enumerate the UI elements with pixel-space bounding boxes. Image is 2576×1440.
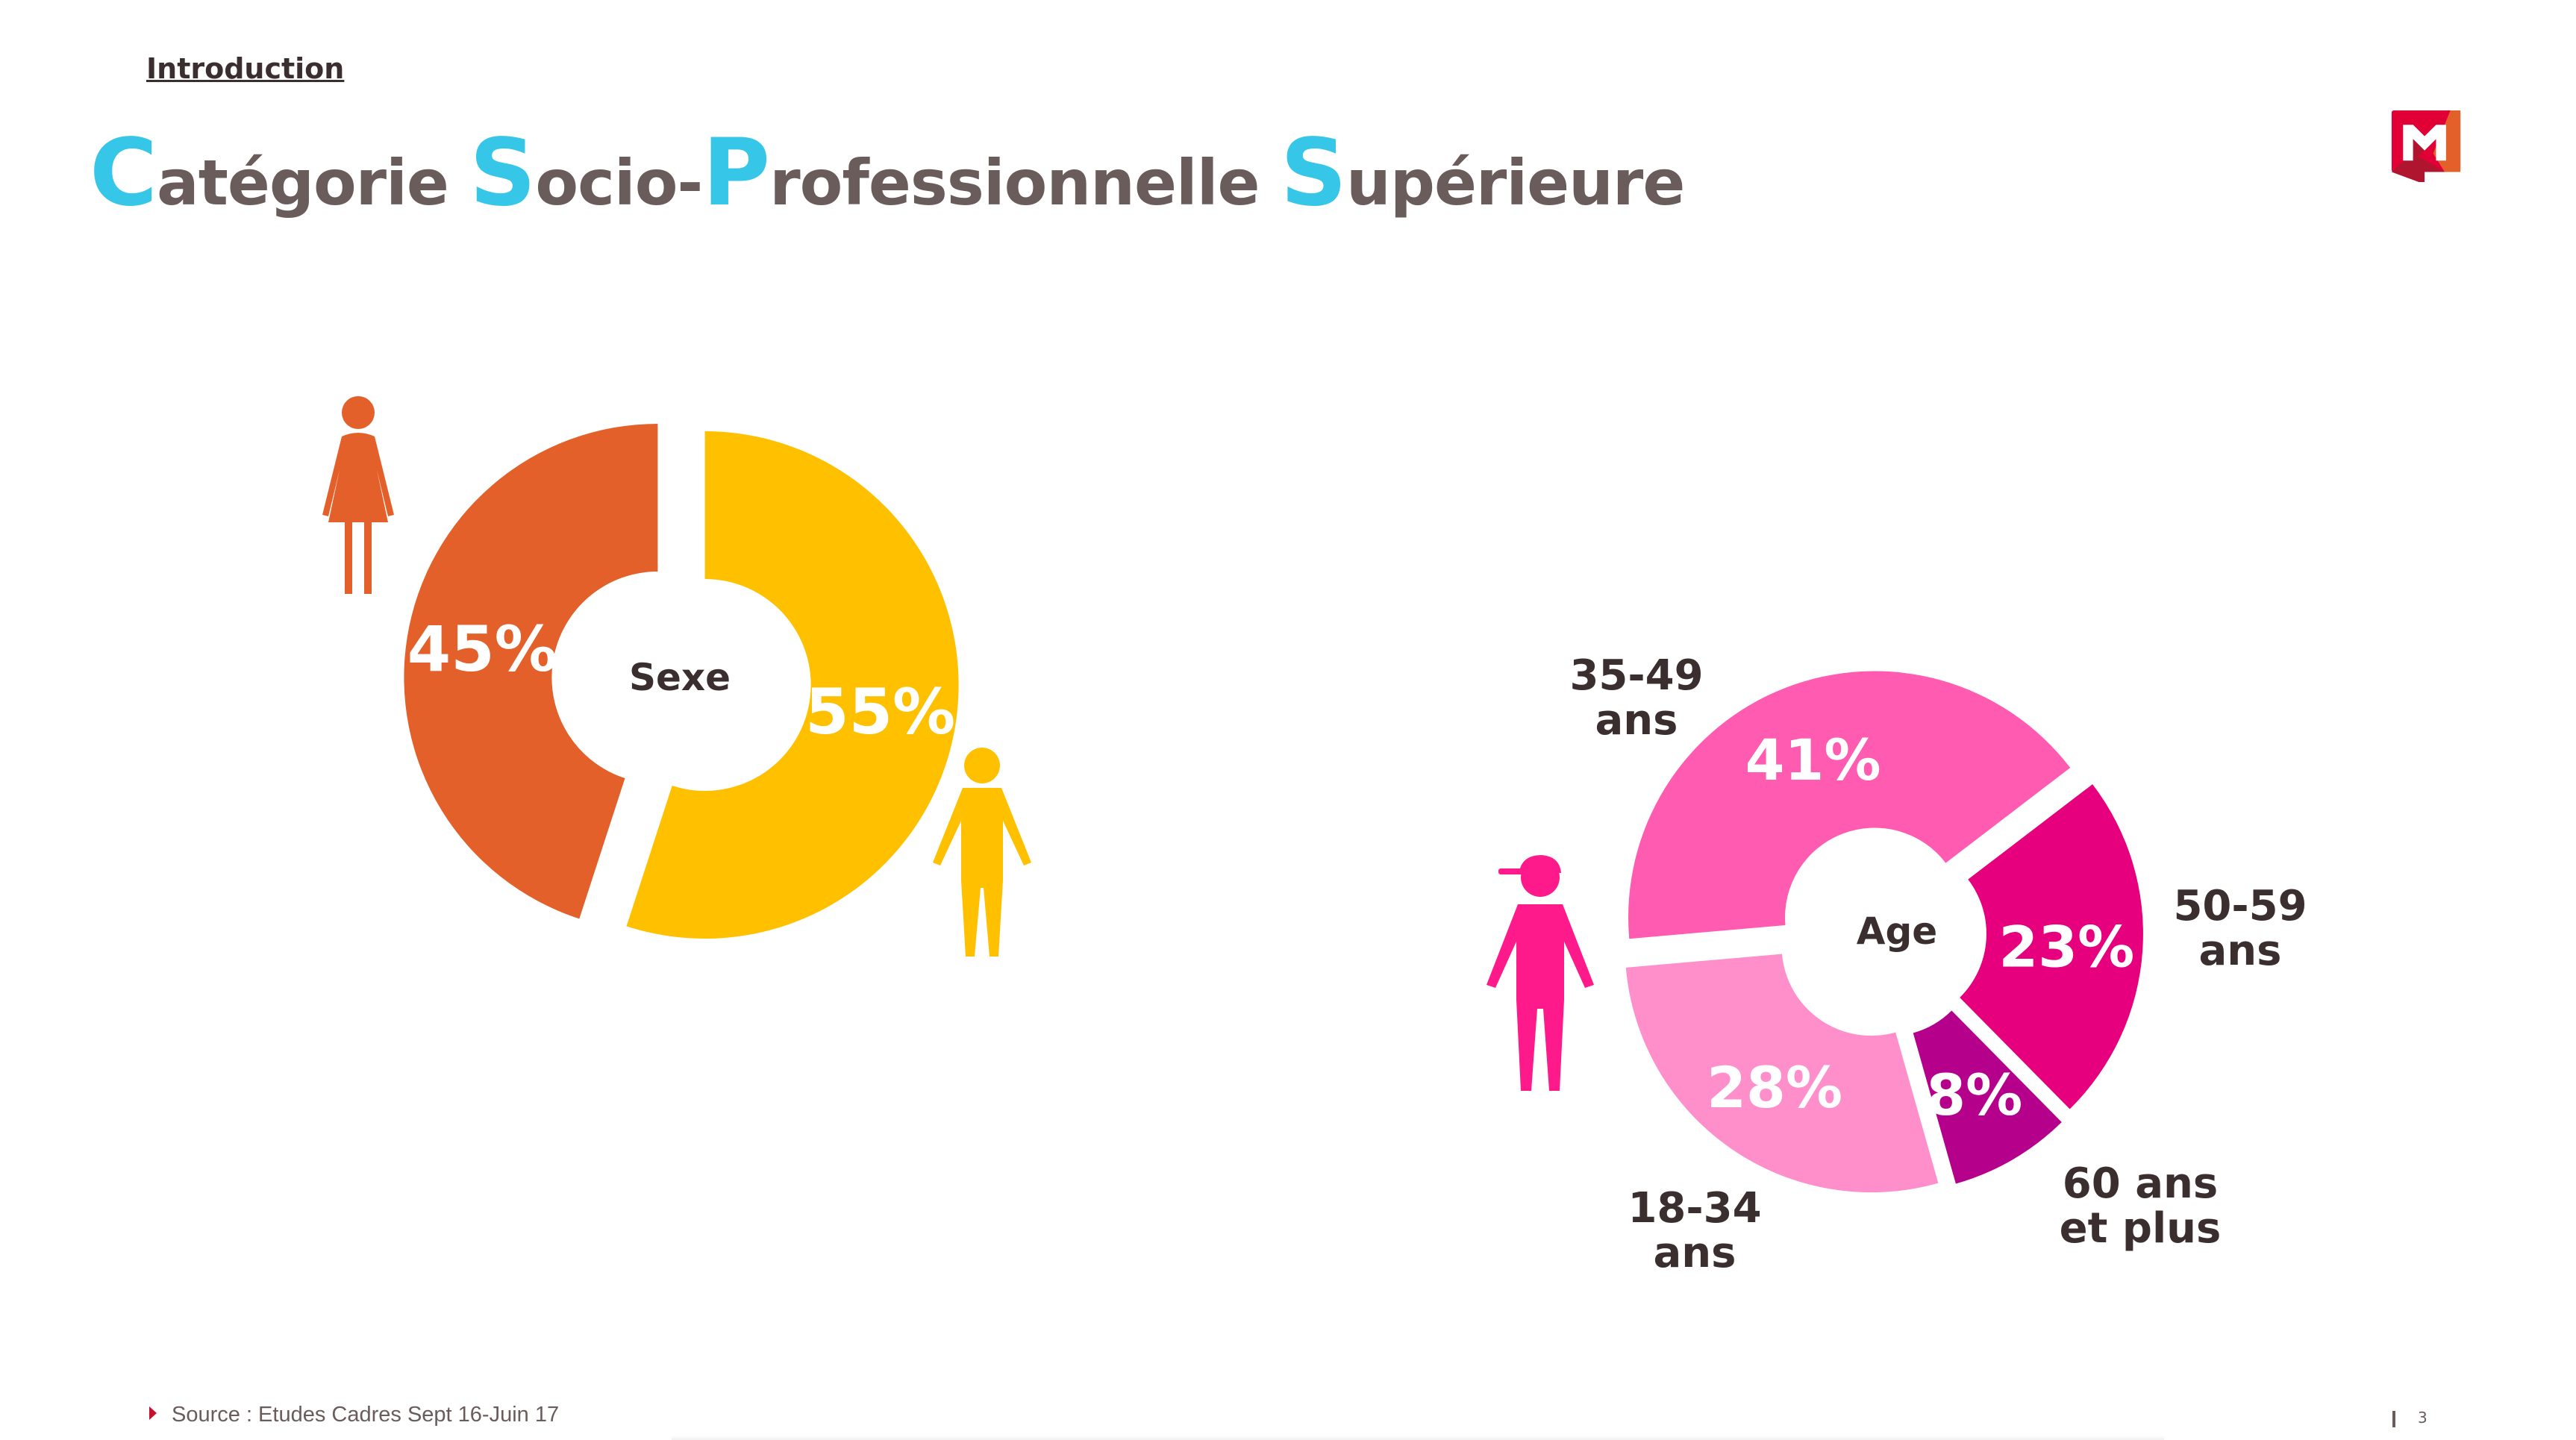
title-part-2: ocio-	[535, 146, 703, 219]
title-cap-1: C	[90, 119, 157, 227]
age-category-50-59: 50-59 ans	[2173, 882, 2307, 975]
age-category-60-plus: 60 ans et plus	[2059, 1159, 2222, 1253]
slice-value-label: 28%	[1707, 1054, 1842, 1121]
footer-shadow	[672, 1436, 2164, 1440]
donut-slice-18-34-ans	[1625, 954, 1939, 1193]
slice-value-label: 23%	[1998, 913, 2134, 980]
donut-slice-35-49-ans	[1628, 671, 2071, 939]
title-cap-3: P	[702, 119, 770, 227]
age-donut: 41% 23% 8% 28%	[1625, 671, 2143, 1193]
sexe-donut: 45% 55%	[404, 423, 959, 939]
section-label: Introduction	[146, 52, 345, 85]
young-man-cap-icon	[1486, 855, 1594, 1091]
age-category-35-49: 35-49 ans	[1569, 651, 1704, 745]
woman-icon	[322, 396, 394, 594]
title-part-3: rofessionnelle	[769, 146, 1281, 219]
donut-slice-femmes	[404, 423, 658, 919]
title-cap-4: S	[1280, 119, 1347, 227]
title-part-4: upérieure	[1346, 146, 1685, 219]
title-cap-2: S	[469, 119, 536, 227]
title-part-1: atégorie	[157, 146, 470, 219]
man-icon	[933, 748, 1031, 957]
source-text: Source : Etudes Cadres Sept 16-Juin 17	[172, 1403, 560, 1427]
age-category-18-34: 18-34 ans	[1628, 1184, 1762, 1277]
slice-value-label: 8%	[1926, 1062, 2022, 1128]
age-center-label: Age	[1857, 910, 1937, 953]
donut-slice-hommes	[626, 431, 959, 939]
donut-slice-50-59-ans	[1960, 784, 2143, 1109]
donut-slice-60-ans-et-plus	[1913, 1010, 2062, 1184]
source-note: Source : Etudes Cadres Sept 16-Juin 17	[149, 1403, 559, 1427]
bullet-triangle-icon	[149, 1406, 157, 1420]
brand-m-logo-icon	[2391, 110, 2461, 182]
slice-value-label: 55%	[805, 675, 955, 748]
page-number: 3	[2418, 1409, 2427, 1427]
sexe-center-label: Sexe	[629, 656, 731, 699]
slice-value-label: 45%	[407, 613, 557, 686]
page-title: Catégorie Socio-Professionnelle Supérieu…	[90, 119, 1685, 227]
slice-value-label: 41%	[1745, 727, 1881, 793]
page-divider	[2392, 1411, 2395, 1427]
